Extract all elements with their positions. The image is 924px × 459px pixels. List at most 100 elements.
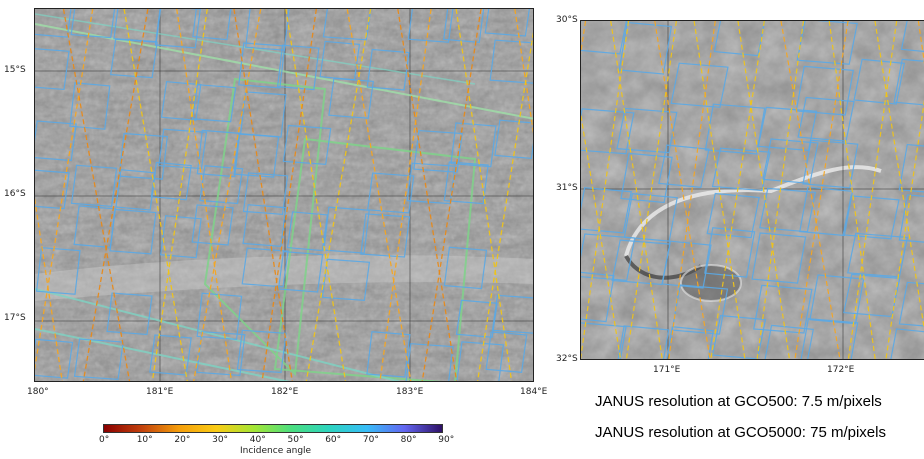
ground-track: [625, 21, 677, 359]
image-footprint: [406, 162, 456, 205]
image-footprint: [236, 329, 287, 374]
right-lon-label: 171°E: [653, 365, 681, 375]
image-footprint: [366, 48, 410, 91]
ground-track: [82, 9, 149, 381]
image-footprint: [192, 9, 232, 41]
colorbar-tick-label: 90°: [438, 435, 455, 445]
image-footprint: [35, 247, 81, 295]
ground-track: [654, 21, 711, 359]
image-footprint: [35, 9, 72, 38]
ground-track: [668, 21, 716, 359]
left-lat-label: 15°S: [4, 65, 26, 75]
ground-track: [581, 21, 630, 359]
image-footprint: [360, 213, 411, 258]
image-footprint: [73, 338, 124, 380]
image-footprint: [443, 161, 489, 205]
image-footprint: [757, 106, 818, 151]
image-footprint: [618, 21, 673, 75]
ground-track: [780, 21, 841, 359]
image-footprint: [800, 318, 859, 359]
image-footprint: [661, 240, 712, 289]
colorbar-tick-label: 0°: [99, 435, 110, 445]
image-footprint: [484, 9, 530, 37]
image-footprint: [713, 21, 766, 57]
image-footprint: [443, 9, 485, 43]
ground-track: [233, 9, 293, 381]
wide-footprint: [203, 77, 327, 377]
image-footprint: [491, 294, 533, 334]
image-footprint: [898, 143, 924, 193]
image-footprint: [494, 119, 533, 160]
image-footprint: [670, 62, 729, 108]
image-footprint: [753, 284, 813, 334]
colorbar-tick-label: 80°: [400, 435, 417, 445]
left-lon-label: 181°E: [146, 387, 174, 397]
image-footprint: [276, 44, 320, 91]
image-footprint: [115, 169, 156, 211]
image-footprint: [322, 9, 372, 41]
caption-gco5000: JANUS resolution at GCO5000: 75 m/pixels: [595, 424, 886, 441]
image-footprint: [764, 324, 815, 359]
left-lon-label: 184°E: [520, 387, 548, 397]
image-footprint: [328, 77, 374, 119]
ground-track: [756, 21, 805, 359]
image-footprint: [69, 82, 111, 130]
image-footprint: [617, 325, 670, 359]
image-footprint: [485, 331, 528, 373]
image-footprint: [239, 91, 287, 138]
colorbar-title: Incidence angle: [240, 446, 312, 456]
high-res-footprints: [35, 9, 533, 381]
image-footprint: [191, 204, 234, 246]
image-footprint: [890, 328, 924, 359]
ground-track: [379, 9, 432, 381]
image-footprint: [443, 246, 488, 290]
left-lon-label: 183°E: [396, 387, 424, 397]
left-lon-label: 182°E: [271, 387, 299, 397]
image-footprint: [286, 211, 329, 252]
caption-gco500: JANUS resolution at GCO500: 7.5 m/pixels: [595, 393, 882, 410]
image-footprint: [898, 194, 924, 243]
colorbar: [103, 424, 443, 433]
ground-track: [455, 9, 513, 381]
ground-track: [885, 99, 924, 359]
image-footprint: [366, 172, 415, 214]
left-map-canvas: [35, 9, 533, 381]
image-footprint: [158, 128, 208, 170]
ground-track: [710, 21, 765, 359]
right-lat-label: 30°S: [556, 15, 578, 25]
ground-tracks: [581, 21, 924, 359]
image-footprint: [847, 232, 909, 278]
image-footprint: [706, 192, 760, 239]
crater-rim: [680, 264, 742, 302]
left-map[interactable]: [34, 8, 534, 382]
colorbar-tick-label: 30°: [212, 435, 229, 445]
image-footprint: [321, 258, 371, 302]
image-footprint: [366, 331, 411, 378]
right-map[interactable]: [580, 20, 924, 360]
image-footprint: [620, 152, 673, 204]
ground-track: [693, 21, 746, 359]
image-footprint: [751, 232, 807, 284]
image-footprint: [233, 132, 280, 178]
image-footprint: [581, 233, 636, 281]
image-footprint: [199, 165, 244, 205]
ground-track: [35, 197, 63, 381]
image-footprint: [118, 132, 168, 180]
image-footprint: [843, 273, 901, 318]
ground-track: [874, 21, 924, 331]
ground-track: [285, 9, 347, 381]
colorbar-tick-label: 20°: [174, 435, 191, 445]
image-footprint: [581, 108, 635, 155]
wide-footprint-edge: [35, 13, 476, 85]
image-footprint: [277, 250, 324, 293]
ground-track: [737, 21, 791, 359]
image-footprint: [711, 147, 771, 192]
image-footprint: [191, 84, 237, 123]
image-footprint: [795, 65, 854, 116]
colorbar-tick-label: 40°: [249, 435, 266, 445]
image-footprint: [581, 187, 632, 234]
ground-track: [305, 9, 372, 381]
image-footprint: [35, 48, 70, 91]
image-footprint: [489, 39, 533, 84]
ground-track: [151, 9, 208, 381]
